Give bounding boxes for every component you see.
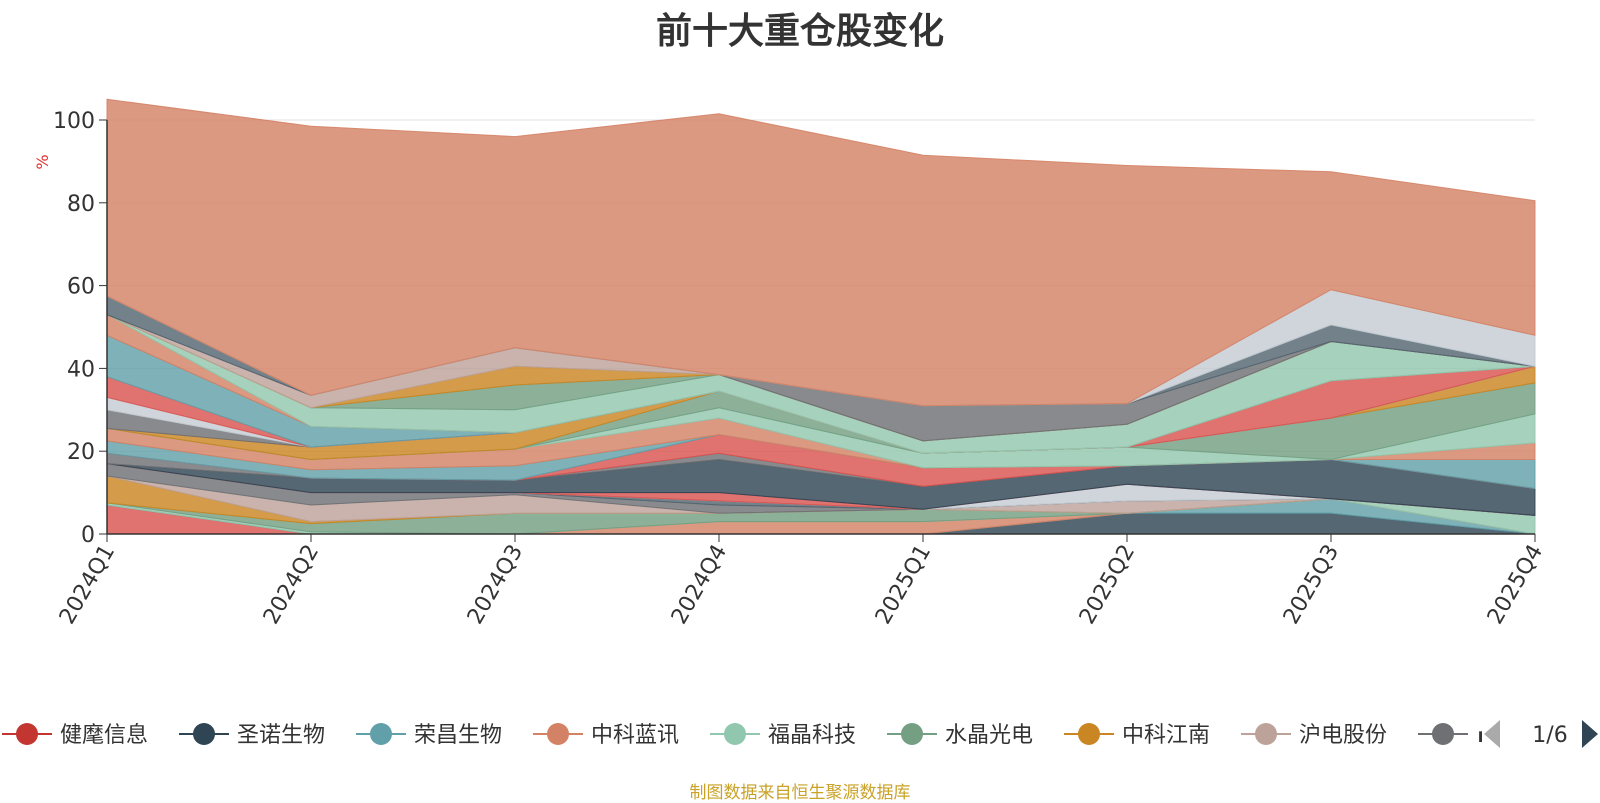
y-tick-label-1: 20: [67, 440, 95, 465]
chart-title: 前十大重仓股变化: [655, 11, 944, 52]
legend-label-5: 福晶科技: [768, 723, 856, 748]
legend-marker-1: [16, 723, 38, 745]
legend-label-4: 中科蓝讯: [591, 723, 679, 748]
legend-label-1: 健麾信息: [60, 723, 148, 748]
legend-marker-7: [1078, 723, 1100, 745]
y-tick-label-4: 80: [67, 192, 95, 217]
legend-marker-8: [1255, 723, 1277, 745]
x-tick-label-4: 2025Q1: [871, 541, 936, 629]
legend-marker-5: [724, 723, 746, 745]
legend-pager-background: [1482, 710, 1600, 760]
legend-item-4[interactable]: 中科蓝讯: [533, 723, 679, 748]
legend-marker-2: [193, 723, 215, 745]
legend-label-2: 圣诺生物: [237, 723, 325, 748]
legend-next-page-icon[interactable]: [1582, 720, 1598, 748]
area-series-33: [106, 98, 1536, 407]
x-tick-label-0: 2024Q1: [55, 541, 120, 629]
legend-item-3[interactable]: 荣昌生物: [356, 723, 502, 748]
legend-page-indicator: 1/6: [1532, 723, 1567, 748]
x-tick-label-3: 2024Q4: [667, 541, 732, 629]
legend-prev-page-icon[interactable]: [1484, 720, 1500, 748]
x-tick-label-1: 2024Q2: [259, 541, 324, 629]
legend-item-5[interactable]: 福晶科技: [710, 723, 856, 748]
legend-marker-4: [547, 723, 569, 745]
y-axis-label: %: [33, 154, 52, 169]
x-tick-label-5: 2025Q2: [1075, 541, 1140, 629]
y-tick-label-2: 40: [67, 357, 95, 382]
area-series: [106, 98, 1536, 535]
legend-item-1[interactable]: 健麾信息: [2, 723, 148, 748]
legend-marker-9: [1432, 723, 1454, 745]
x-tick-label-6: 2025Q3: [1279, 541, 1344, 629]
legend-label-8: 沪电股份: [1299, 723, 1387, 748]
y-tick-label-3: 60: [67, 275, 95, 300]
legend-item-8[interactable]: 沪电股份: [1241, 723, 1387, 748]
x-tick-label-2: 2024Q3: [463, 541, 528, 629]
y-tick-label-5: 100: [53, 109, 95, 134]
source-note: 制图数据来自恒生聚源数据库: [689, 783, 911, 803]
legend-item-7[interactable]: 中科江南: [1064, 723, 1210, 748]
legend-marker-3: [370, 723, 392, 745]
legend-item-9[interactable]: ∎: [1418, 723, 1490, 748]
legend-label-6: 水晶光电: [945, 723, 1033, 748]
y-tick-label-0: 0: [81, 523, 95, 548]
legend-label-3: 荣昌生物: [414, 723, 502, 748]
legend-marker-6: [901, 723, 923, 745]
legend-item-6[interactable]: 水晶光电: [887, 723, 1033, 748]
legend-item-2[interactable]: 圣诺生物: [179, 723, 325, 748]
x-tick-label-7: 2025Q4: [1483, 541, 1548, 629]
legend: 健麾信息 圣诺生物 荣昌生物 中科蓝讯 福晶科技 水晶光电 中科江南 沪电股份 ∎ 1/6: [2, 710, 1600, 760]
legend-label-7: 中科江南: [1122, 723, 1210, 748]
